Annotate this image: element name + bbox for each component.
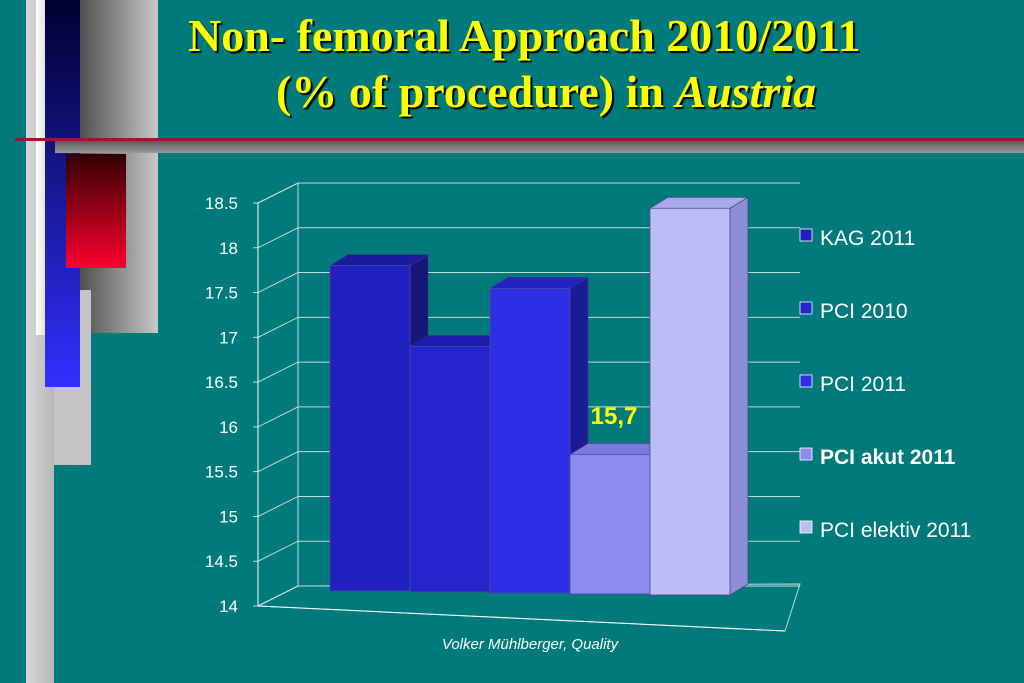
legend-label: PCI 2010 — [820, 300, 908, 323]
y-tick-label: 18.5 — [205, 194, 238, 213]
title-line-1: Non- femoral Approach 2010/2011 — [188, 10, 861, 61]
bar-pci-2010 — [409, 346, 491, 593]
legend-swatch — [799, 520, 813, 534]
y-tick-label: 15.5 — [205, 463, 238, 482]
slide-title: Non- femoral Approach 2010/2011 (% of pr… — [150, 8, 1010, 120]
legend-label: PCI akut 2011 — [820, 446, 956, 469]
y-tick-label: 18 — [219, 239, 238, 258]
y-tick-label: 16 — [219, 418, 238, 437]
title-line-2-text: (% of procedure) in — [276, 66, 676, 117]
bar-kag-2011 — [329, 265, 411, 592]
bar-side — [729, 196, 749, 596]
y-tick-label: 14 — [219, 597, 238, 616]
y-tick-label: 17.5 — [205, 284, 238, 303]
gridline — [253, 272, 800, 294]
bar-pci-2011 — [489, 288, 571, 594]
chart-side-wall — [257, 182, 299, 607]
footer-credit: Volker Mühlberger, Quality — [441, 636, 619, 653]
legend-swatch — [799, 447, 813, 461]
gridline — [253, 227, 800, 249]
y-tick-label: 15 — [219, 507, 238, 526]
decor-red-bar — [66, 154, 126, 268]
legend-label: KAG 2011 — [820, 227, 915, 250]
legend-swatch — [799, 228, 813, 242]
bar-pci-akut-2011 — [569, 453, 651, 595]
title-country: Austria — [675, 66, 817, 117]
title-line-2: (% of procedure) in Austria — [150, 64, 1010, 120]
title-underbar — [55, 141, 1024, 153]
y-tick-label: 17 — [219, 328, 238, 347]
data-label: 15,7 — [591, 403, 638, 430]
legend-label: PCI 2011 — [820, 373, 906, 396]
legend-swatch — [799, 374, 813, 388]
title-divider — [15, 138, 1024, 141]
x-axis-line — [257, 605, 786, 632]
decor-white-strip — [36, 0, 46, 335]
gridline — [253, 182, 800, 204]
legend-swatch — [799, 301, 813, 315]
y-tick-label: 14.5 — [205, 552, 238, 571]
y-tick-label: 16.5 — [205, 373, 238, 392]
legend-label: PCI elektiv 2011 — [820, 519, 971, 542]
bar-pci-elektiv-2011 — [649, 207, 731, 596]
